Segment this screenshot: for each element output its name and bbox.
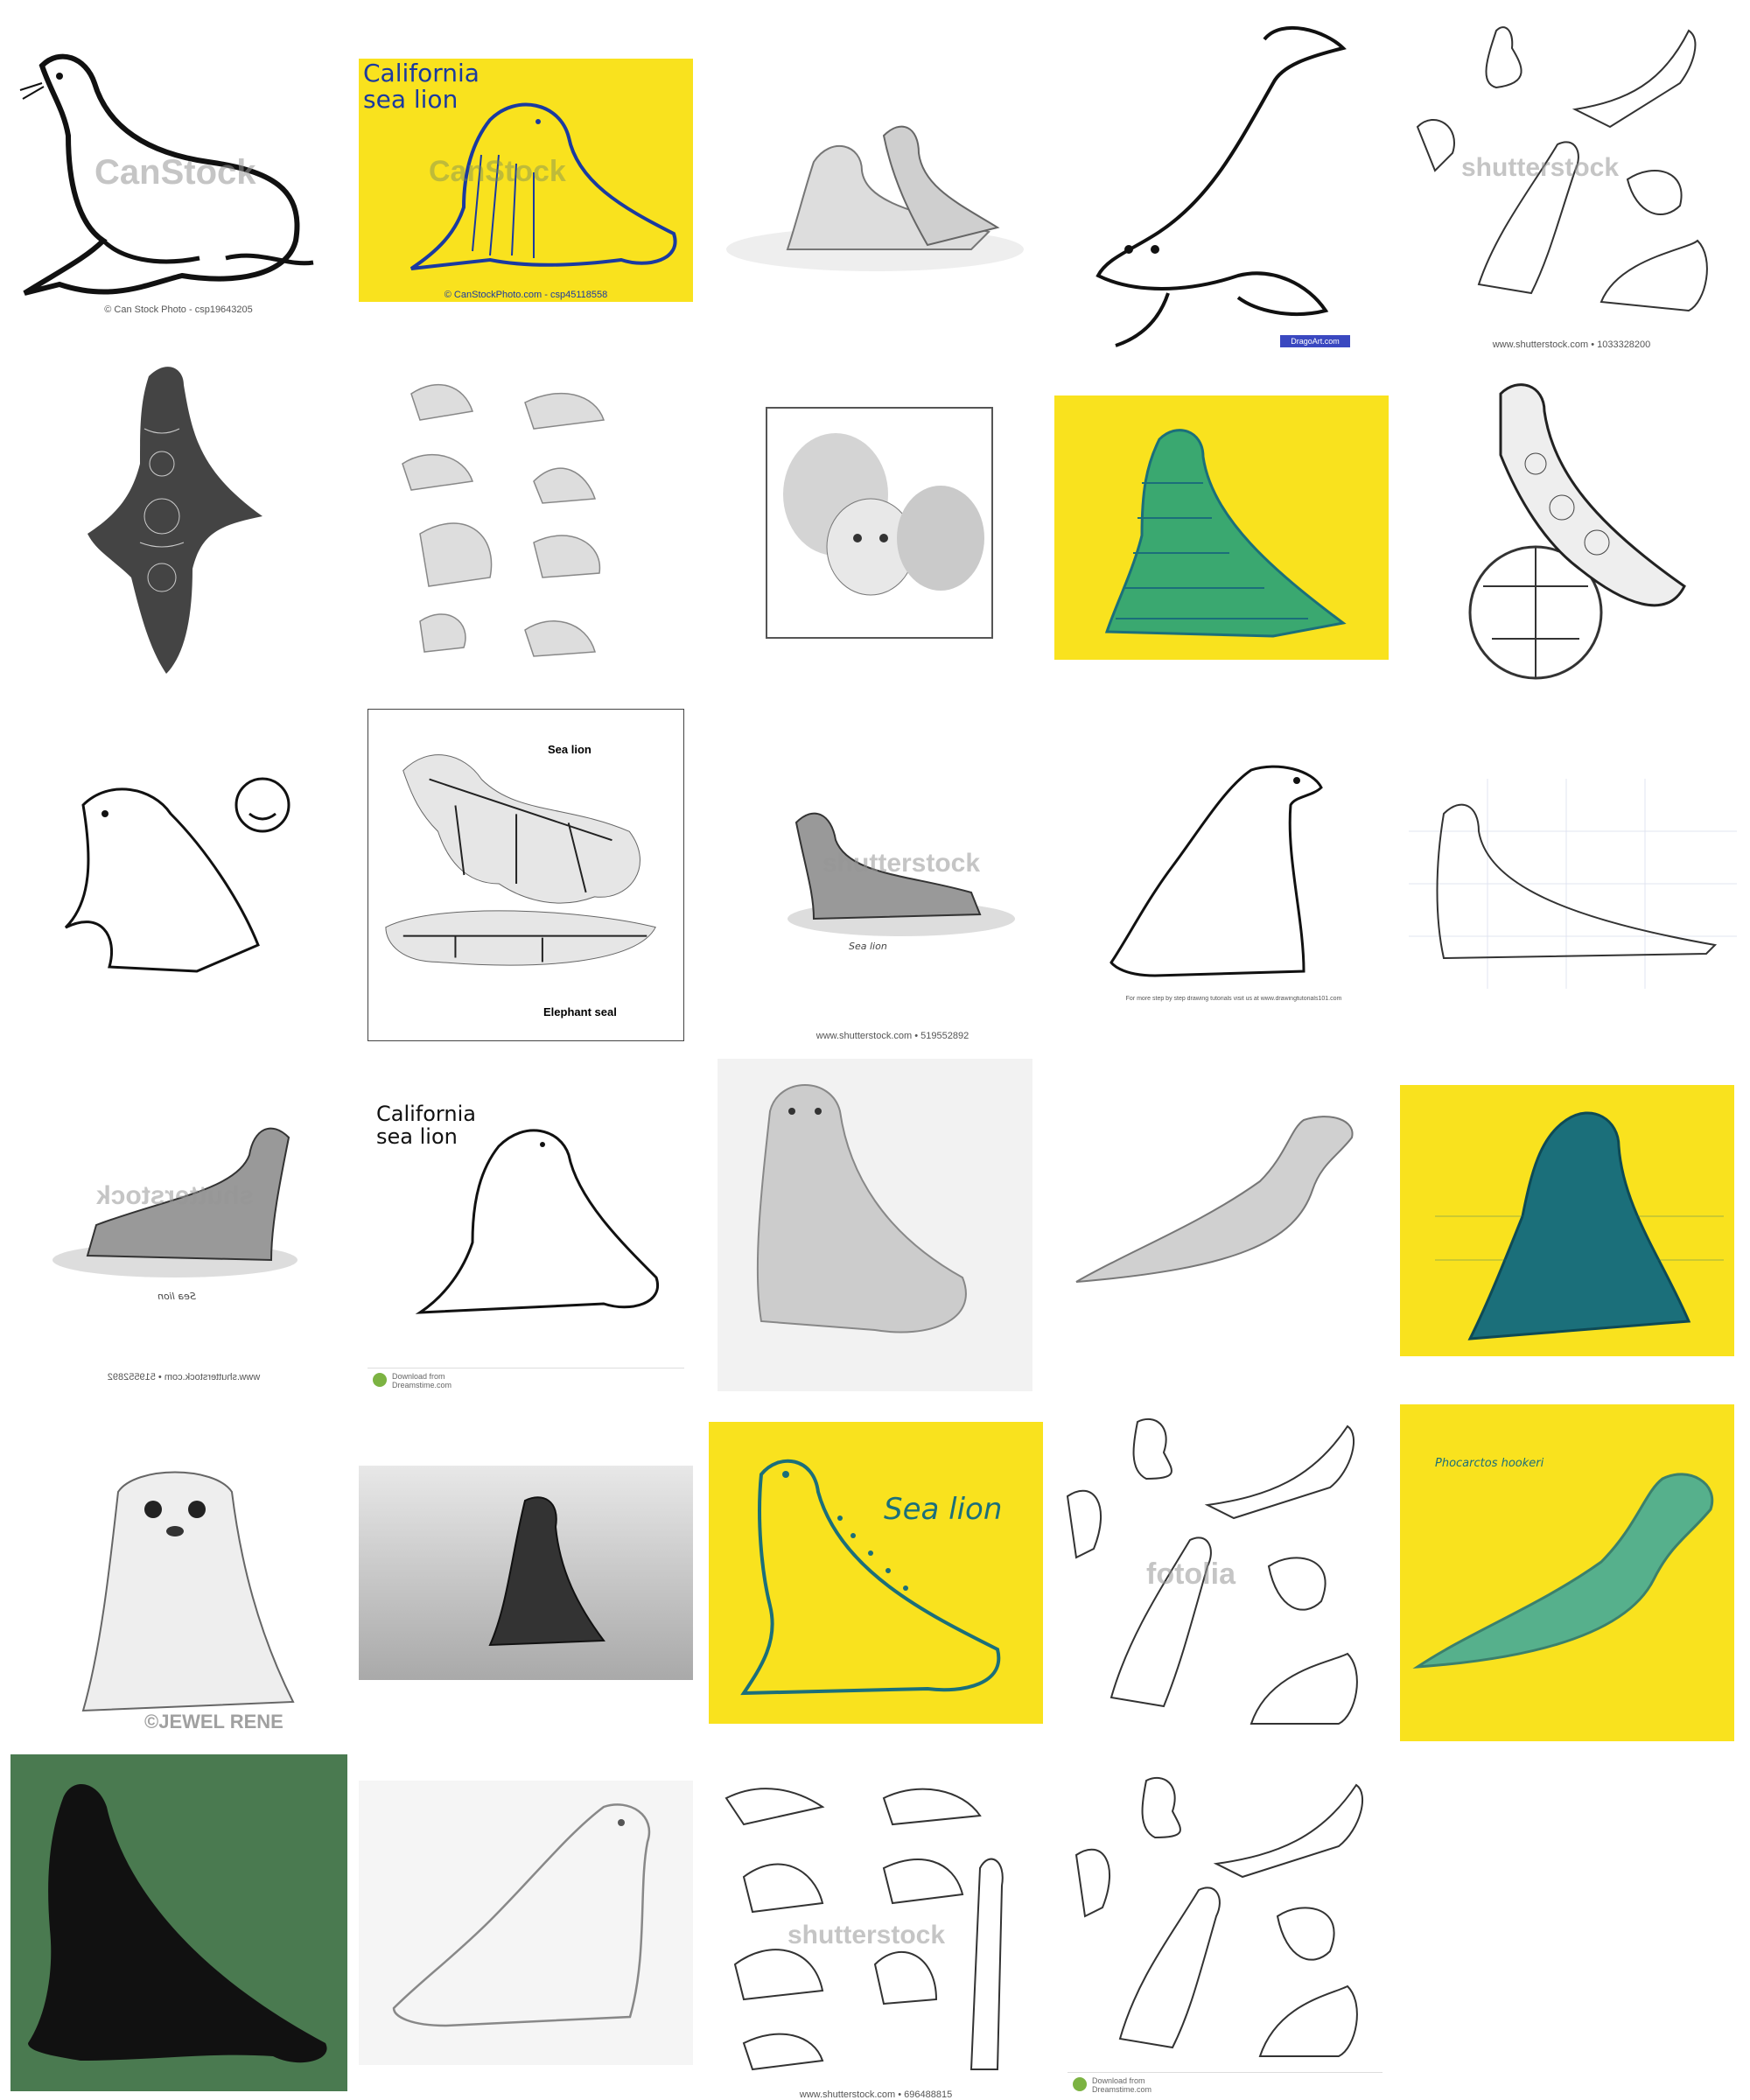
tile-24-multi2[interactable]: fotolia: [1059, 1409, 1382, 1750]
tile-7-pencil-multi[interactable]: [385, 359, 648, 682]
tile-11-cartoon[interactable]: [39, 752, 302, 989]
tile-15-grid-sketch[interactable]: [1409, 779, 1737, 989]
sea-lion-multi-pose-sketch: [1416, 26, 1708, 312]
download-bar: Download from Dreamstime.com: [368, 1368, 684, 1391]
sea-lion-cartoon-outline: [64, 777, 290, 973]
sea-lion-zentangle-on-ball: [1468, 383, 1686, 680]
tile-16-stipple-mirror[interactable]: shutterstock Sea lion www.shutterstock.c…: [35, 1085, 332, 1382]
sea-lion-green-stripes: [1104, 429, 1347, 638]
sea-lion-teal-drawing: [1435, 1111, 1724, 1340]
sea-lion-cartoon-outline: [1096, 25, 1347, 347]
image-caption: © CanStockPhoto.com - csp45118558: [444, 290, 608, 300]
sea-lion-outline-drawing: [415, 1129, 660, 1314]
image-title: California sea lion: [376, 1102, 476, 1149]
sea-lion-outline-drawing: [1110, 765, 1323, 977]
dreamstime-logo-icon: [373, 1373, 387, 1387]
sea-lion-pencil-pair-drawing: [726, 125, 1024, 271]
sea-lion-mandala-art: [88, 367, 262, 674]
tile-10-zentangle-ball[interactable]: [1422, 368, 1719, 682]
tile-14-outline-tutorial[interactable]: For more step by step drawing tutorials …: [1085, 761, 1382, 1002]
tile-9-yellow-stripes[interactable]: [1054, 396, 1389, 660]
tile-25-yellow-swim[interactable]: Phocarctos hookeri: [1400, 1404, 1734, 1741]
sea-lion-skeleton-diagram: [385, 754, 656, 966]
sea-lion-graphite-drawing: [359, 1466, 693, 1680]
sea-lion-blue-line-drawing: [410, 102, 677, 270]
tile-22-graphite-gray[interactable]: [359, 1466, 693, 1680]
tile-26-silhouette[interactable]: [10, 1754, 347, 2091]
tile-19-pencil-lying[interactable]: [1059, 1094, 1382, 1321]
label-bottom: Elephant seal: [543, 1005, 617, 1018]
sea-lion-multi-pose-outline: [1066, 1418, 1358, 1725]
tile-13-stipple[interactable]: shutterstock Sea lion www.shutterstock.c…: [761, 770, 1024, 1041]
image-title: Sea lion: [884, 1492, 1003, 1527]
image-caption: For more step by step drawing tutorials …: [1125, 996, 1342, 1002]
tile-5-multi-pose[interactable]: shutterstock www.shutterstock.com • 1033…: [1400, 13, 1743, 350]
sea-lion-pencil-studies: [402, 384, 606, 657]
dreamstime-logo-icon: [1073, 2077, 1087, 2091]
tile-28-multi3[interactable]: shutterstock www.shutterstock.com • 6964…: [709, 1763, 1043, 2100]
tile-1-outline-sea-lion[interactable]: CanStock © Can Stock Photo - csp19643205: [7, 22, 350, 315]
tile-21-pup-pencil[interactable]: ©JEWEL RENE: [48, 1457, 328, 1746]
image-title: California sea lion: [363, 59, 480, 114]
download-bar: Download from Dreamstime.com: [1068, 2072, 1382, 2096]
sea-lion-teal-outline: [740, 1459, 1001, 1696]
label-top: Sea lion: [548, 743, 592, 756]
sea-lion-pup-pencil: [81, 1471, 295, 1712]
image-caption: © Can Stock Photo - csp19643205: [104, 304, 253, 315]
image-caption: www.shutterstock.com • 1033328200: [1492, 340, 1651, 350]
label: Sea lion: [849, 941, 887, 952]
sea-lion-teal-swimming: [1412, 1473, 1714, 1669]
sea-lion-outline-drawing: [19, 53, 314, 296]
tile-6-mandala[interactable]: [88, 359, 271, 682]
label: Sea lion: [158, 1291, 196, 1302]
sea-lion-stipple-mirrored: [52, 1127, 298, 1278]
tile-17-outline-title[interactable]: California sea lion Download from Dreamst…: [368, 1102, 684, 1391]
tile-3-pencil-pair[interactable]: [709, 66, 1043, 298]
tile-4-outline-pup[interactable]: DragoArt.com: [1063, 13, 1378, 350]
badge: DragoArt.com: [1280, 335, 1350, 347]
sea-lion-multi-pose-outline: [1074, 1776, 1364, 2057]
image-title: Phocarctos hookeri: [1435, 1457, 1544, 1470]
download-text: Download from Dreamstime.com: [1092, 2076, 1152, 2094]
tile-18-pencil-front[interactable]: [718, 1059, 1032, 1391]
download-text: Download from Dreamstime.com: [392, 1372, 452, 1390]
sea-lion-soft-pencil: [359, 1781, 693, 2065]
tile-8-pencil-faces[interactable]: [766, 407, 993, 639]
sea-lion-grid-sketch: [1409, 779, 1737, 989]
sea-lion-multi-pose-outline: [724, 1788, 1004, 2071]
sea-lion-pencil-front-view: [756, 1084, 967, 1334]
tile-27-soft-pencil[interactable]: [359, 1781, 693, 2065]
image-caption: www.shutterstock.com • 696488815: [799, 2090, 953, 2100]
sea-lion-black-silhouette: [28, 1783, 327, 2063]
tile-12-skeleton[interactable]: Sea lion Elephant seal: [368, 709, 684, 1041]
image-caption: www.shutterstock.com • 519552892: [816, 1031, 970, 1041]
image-caption: www.shutterstock.com • 519552892: [107, 1372, 261, 1382]
tile-20-yellow-teal[interactable]: [1400, 1085, 1734, 1356]
sea-lion-stipple-drawing: [788, 812, 1015, 936]
tile-23-yellow-outline[interactable]: Sea lion: [709, 1422, 1043, 1724]
sea-lion-faces-pencil: [766, 407, 993, 639]
tile-2-yellow-california-sea-lion[interactable]: California sea lion CanStock © CanStockP…: [359, 59, 693, 302]
tile-29-multi4[interactable]: Download from Dreamstime.com: [1068, 1768, 1382, 2096]
sea-lion-pencil-lying: [1075, 1116, 1354, 1283]
